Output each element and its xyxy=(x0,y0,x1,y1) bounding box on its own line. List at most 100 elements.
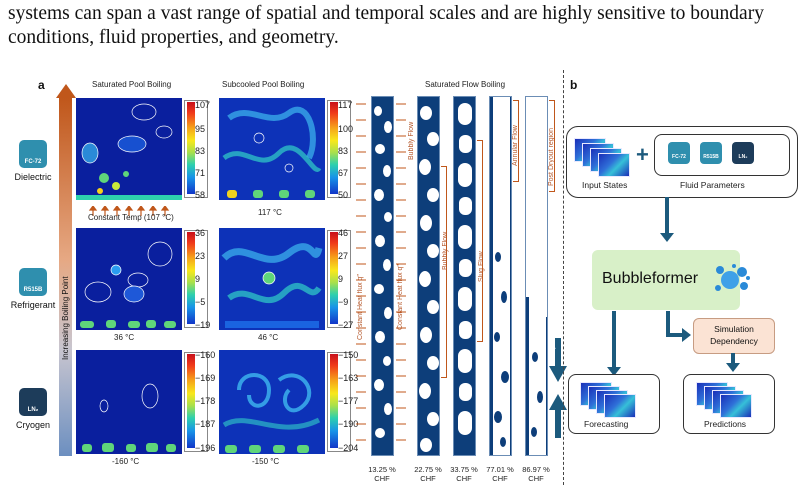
tick: −5 xyxy=(195,297,206,307)
tick: 58 xyxy=(195,190,206,200)
heat-flux-arrows-left xyxy=(356,100,370,452)
tick: −187 xyxy=(195,419,216,429)
tick: −178 xyxy=(195,396,216,406)
fluid-parameters-label: Fluid Parameters xyxy=(680,180,745,190)
sim-subcooled-refrigerant xyxy=(219,228,325,330)
boiling-point-bar xyxy=(59,98,72,456)
regime-bracket-3 xyxy=(477,140,483,342)
tick: 83 xyxy=(338,146,349,156)
r515b-small-icon: R515B xyxy=(700,142,722,164)
arrow-up-icon xyxy=(56,84,76,98)
tick: 9 xyxy=(195,274,201,284)
row3-sat-label: -160 °C xyxy=(112,457,140,466)
tick: 36 xyxy=(195,228,206,238)
row2-sub-label: 46 °C xyxy=(258,333,279,342)
flow-column-5 xyxy=(525,96,548,456)
chf-1: 13.25 % CHF xyxy=(368,465,396,483)
tick: 9 xyxy=(338,274,344,284)
tick: −27 xyxy=(338,320,354,330)
tick: −169 xyxy=(195,373,216,383)
gravity-flow-arrows xyxy=(549,338,567,438)
flow-column-2 xyxy=(417,96,440,456)
forecasting-label: Forecasting xyxy=(584,419,629,429)
panel-divider xyxy=(563,70,564,485)
ln2-icon: LN₂ xyxy=(19,388,47,416)
heat-flux-label-left: Constant Heat flux q″ xyxy=(357,274,364,340)
flow-column-4 xyxy=(489,96,512,456)
arrow-to-simdep-h xyxy=(666,333,684,337)
flow-column-1 xyxy=(371,96,394,456)
arrow-down-icon xyxy=(726,363,740,372)
tick: −19 xyxy=(195,320,211,330)
tick: 71 xyxy=(195,168,206,178)
heater-arrows xyxy=(88,203,174,216)
regime-dryout: Post Dryout region xyxy=(548,128,555,186)
header-saturated: Saturated Pool Boiling xyxy=(92,80,172,89)
arrow-to-forecast xyxy=(612,311,616,369)
sim-subcooled-cryogen xyxy=(219,350,325,454)
regime-slug: Slug Flow xyxy=(478,251,485,282)
predictions-label: Predictions xyxy=(704,419,747,429)
tick: 117 xyxy=(338,100,353,110)
tick: 50 xyxy=(338,190,349,200)
arrow-to-simdep-v xyxy=(666,311,670,335)
tick: −196 xyxy=(195,443,216,453)
bubbleformer-box xyxy=(592,250,740,310)
tick: 95 xyxy=(195,124,206,134)
regime-bracket-5 xyxy=(549,100,555,192)
chf-5: 86.97 % CHF xyxy=(522,465,550,483)
fluid-dielectric: Dielectric xyxy=(14,172,52,182)
regime-bracket-4 xyxy=(513,100,519,182)
arrow-to-model xyxy=(665,197,669,235)
flow-column-3 xyxy=(453,96,476,456)
chf-3: 33.75 % CHF xyxy=(450,465,478,483)
heat-flux-label-right: Constant Heat flux q″ xyxy=(397,264,404,330)
heat-flux-arrows-right xyxy=(396,100,408,452)
tick: 23 xyxy=(195,251,206,261)
axis-label: Increasing Boiling Point xyxy=(61,276,70,360)
regime-bracket-2 xyxy=(441,166,447,378)
arrow-right-icon xyxy=(682,328,691,342)
row3-sub-label: -150 °C xyxy=(252,457,280,466)
chf-4: 77.01 % CHF xyxy=(486,465,514,483)
tick: 83 xyxy=(195,146,206,156)
sim-saturated-dielectric xyxy=(76,98,182,200)
colorbar-sat-1 xyxy=(184,100,208,198)
header-flow: Saturated Flow Boiling xyxy=(425,80,506,89)
row2-sat-label: 36 °C xyxy=(114,333,135,342)
tick: 67 xyxy=(338,168,349,178)
regime-bubbly-1: Bubbly Flow xyxy=(408,121,415,160)
chf-2: 22.75 % CHF xyxy=(414,465,442,483)
fc72-small-icon: FC-72 xyxy=(668,142,690,164)
tick: −160 xyxy=(195,350,216,360)
colorbar-sub-2 xyxy=(327,230,351,328)
arrow-down-icon xyxy=(607,367,621,376)
sim-subcooled-dielectric xyxy=(219,98,325,200)
fluid-refrigerant: Refrigerant xyxy=(10,300,56,310)
bubbles-icon xyxy=(712,262,752,296)
tick: −163 xyxy=(338,373,359,383)
panel-a-label: a xyxy=(38,78,45,92)
tick: −150 xyxy=(338,350,359,360)
bubbleformer-label: Bubbleformer xyxy=(602,270,699,287)
arrow-down-icon xyxy=(660,233,674,242)
sim-dependency-box: Simulation Dependency xyxy=(693,318,775,354)
intro-paragraph: systems can span a vast range of spatial… xyxy=(8,3,764,48)
row1-sat-label: Constant Temp (107 °C) xyxy=(88,213,174,222)
r515b-icon: R515B xyxy=(19,268,47,296)
panel-b-label: b xyxy=(570,78,578,92)
fluid-cryogen: Cryogen xyxy=(15,420,51,430)
tick: −9 xyxy=(338,297,349,307)
input-states-label: Input States xyxy=(582,180,628,190)
regime-annular: Annular Flow xyxy=(512,125,519,166)
arrow-to-predictions xyxy=(731,353,735,365)
row1-sub-label: 117 °C xyxy=(258,208,282,217)
plus-icon: + xyxy=(636,142,649,167)
flow-label: Flow xyxy=(550,423,556,436)
tick: −190 xyxy=(338,419,359,429)
sim-saturated-cryogen xyxy=(76,350,182,454)
header-subcooled: Subcooled Pool Boiling xyxy=(222,80,305,89)
regime-bubbly-2: Bubbly Flow xyxy=(442,231,449,270)
colorbar-sub-3 xyxy=(327,352,351,452)
gravity-label: Gravity xyxy=(550,345,556,365)
